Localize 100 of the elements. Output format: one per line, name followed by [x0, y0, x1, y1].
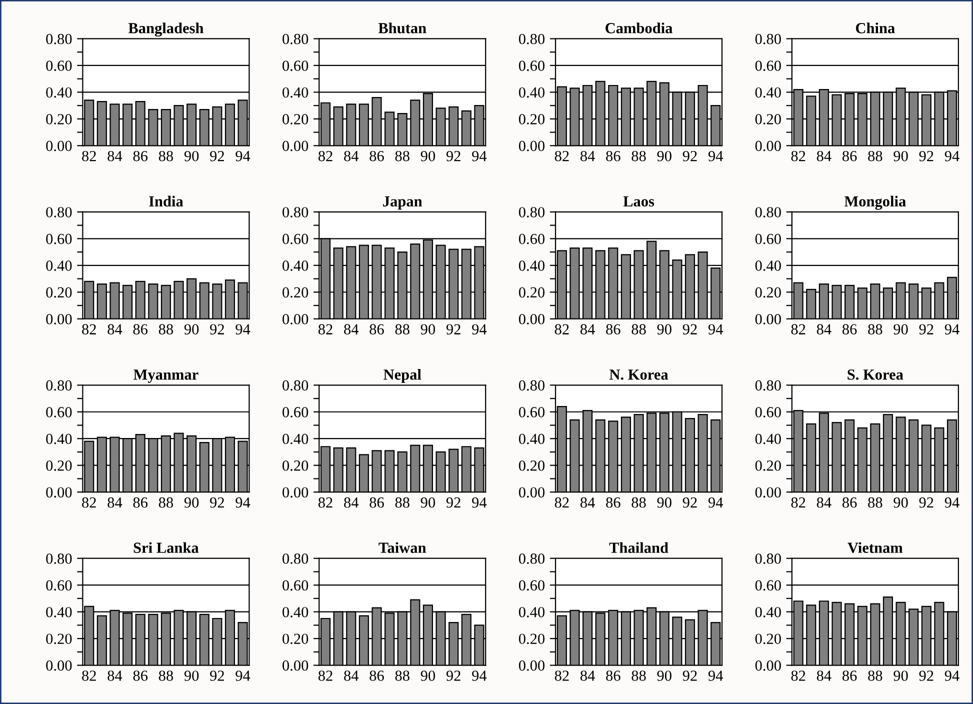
- y-tick-label: 0.20: [46, 287, 72, 298]
- x-tick-label: 84: [108, 150, 122, 162]
- x-tick-label: 94: [472, 670, 487, 681]
- x-tick-label: 88: [158, 324, 174, 334]
- x-tick-label: 90: [657, 497, 672, 508]
- x-tick-label: 90: [894, 324, 908, 334]
- x-tick-label: 90: [657, 670, 672, 681]
- y-tick-label: 0.60: [46, 60, 72, 71]
- x-tick-label: 84: [580, 324, 595, 334]
- x-tick-label: 82: [791, 670, 806, 681]
- y-tick-label: 0.40: [518, 87, 545, 98]
- y-tick-label: 0.20: [282, 634, 308, 644]
- y-tick-label: 0.40: [282, 87, 308, 98]
- chart-title: Myanmar: [134, 370, 198, 383]
- y-tick-label: 0.40: [46, 87, 72, 98]
- y-tick-label: 0.60: [282, 580, 308, 591]
- x-tick-label: 92: [446, 150, 460, 162]
- x-tick-label: 90: [894, 150, 908, 162]
- x-tick-label: 86: [842, 497, 857, 508]
- y-tick-label: 0.00: [46, 314, 72, 324]
- x-tick-label: 94: [944, 670, 960, 681]
- y-tick-label: 0.40: [46, 260, 72, 271]
- y-tick-label: 0.00: [282, 314, 308, 324]
- x-tick-label: 92: [210, 324, 224, 334]
- x-tick-label: 94: [472, 150, 487, 162]
- x-tick-label: 84: [108, 670, 122, 681]
- x-tick-label: 92: [210, 670, 224, 681]
- y-tick-label: 0.60: [46, 234, 72, 244]
- y-tick-label: 0.80: [755, 207, 781, 218]
- x-tick-label: 88: [395, 150, 410, 162]
- y-tick-label: 0.60: [518, 407, 545, 418]
- x-tick-label: 94: [944, 324, 960, 334]
- y-tick-label: 0.80: [755, 554, 781, 564]
- chart-title: Sri Lanka: [134, 542, 199, 553]
- x-tick-label: 92: [682, 150, 697, 162]
- x-tick-label: 86: [370, 150, 384, 162]
- x-tick-label: 92: [919, 324, 934, 334]
- x-tick-label: 82: [82, 150, 96, 162]
- x-tick-label: 90: [184, 150, 199, 162]
- y-tick-label: 0.20: [46, 634, 72, 644]
- x-tick-label: 88: [632, 150, 646, 162]
- x-tick-label: 86: [133, 497, 148, 508]
- x-tick-label: 94: [236, 497, 250, 508]
- y-tick-label: 0.00: [282, 140, 308, 152]
- y-tick-label: 0.00: [46, 660, 72, 671]
- x-tick-label: 90: [420, 150, 436, 162]
- x-tick-label: 82: [318, 324, 332, 334]
- x-tick-label: 90: [184, 497, 199, 508]
- x-tick-label: 94: [944, 150, 960, 162]
- y-tick-label: 0.80: [518, 554, 545, 564]
- x-tick-label: 84: [344, 497, 359, 508]
- chart-title: N. Korea: [609, 370, 668, 380]
- x-tick-label: 82: [554, 670, 569, 681]
- x-tick-label: 88: [868, 670, 882, 681]
- x-tick-label: 86: [370, 324, 384, 334]
- x-tick-label: 82: [82, 324, 96, 334]
- y-tick-label: 0.20: [518, 114, 545, 124]
- y-tick-label: 0.20: [282, 287, 308, 298]
- y-tick-label: 0.40: [282, 260, 308, 271]
- x-tick-label: 86: [133, 670, 148, 681]
- x-tick-label: 88: [395, 497, 410, 508]
- x-tick-label: 90: [894, 670, 908, 681]
- y-tick-label: 0.40: [755, 606, 781, 618]
- x-tick-label: 90: [184, 324, 199, 334]
- y-tick-label: 0.40: [518, 434, 545, 444]
- x-tick-label: 82: [82, 497, 96, 508]
- x-tick-label: 88: [158, 497, 174, 508]
- y-tick-label: 0.20: [46, 114, 72, 124]
- y-tick-label: 0.00: [518, 487, 545, 498]
- x-tick-label: 86: [370, 497, 384, 508]
- y-tick-label: 0.00: [282, 487, 308, 498]
- y-tick-label: 0.00: [518, 660, 545, 671]
- y-tick-label: 0.40: [282, 606, 308, 618]
- chart-title: Nepal: [384, 368, 422, 383]
- y-tick-label: 0.00: [755, 660, 781, 671]
- x-tick-label: 92: [919, 670, 934, 681]
- x-tick-label: 82: [554, 150, 569, 162]
- x-tick-label: 82: [82, 670, 96, 681]
- chart-title: Vietnam: [848, 542, 903, 554]
- y-tick-label: 0.60: [518, 234, 545, 244]
- y-tick-label: 0.40: [518, 260, 545, 271]
- y-tick-label: 0.80: [282, 380, 308, 391]
- x-tick-label: 94: [236, 324, 250, 334]
- x-tick-label: 88: [395, 324, 410, 334]
- x-tick-label: 88: [158, 670, 174, 681]
- x-tick-label: 86: [842, 670, 857, 681]
- x-tick-label: 84: [108, 324, 122, 334]
- y-tick-label: 0.20: [518, 634, 545, 644]
- x-tick-label: 82: [791, 497, 806, 508]
- y-tick-label: 0.60: [46, 580, 72, 591]
- x-tick-label: 84: [816, 150, 832, 162]
- y-tick-label: 0.80: [282, 207, 308, 218]
- x-tick-label: 92: [919, 497, 934, 508]
- y-tick-label: 0.60: [518, 580, 545, 591]
- x-tick-label: 90: [894, 497, 908, 508]
- x-tick-label: 86: [606, 150, 620, 162]
- y-tick-label: 0.20: [282, 460, 308, 471]
- x-tick-label: 94: [944, 497, 960, 508]
- x-tick-label: 92: [210, 150, 224, 162]
- y-tick-label: 0.80: [282, 554, 308, 564]
